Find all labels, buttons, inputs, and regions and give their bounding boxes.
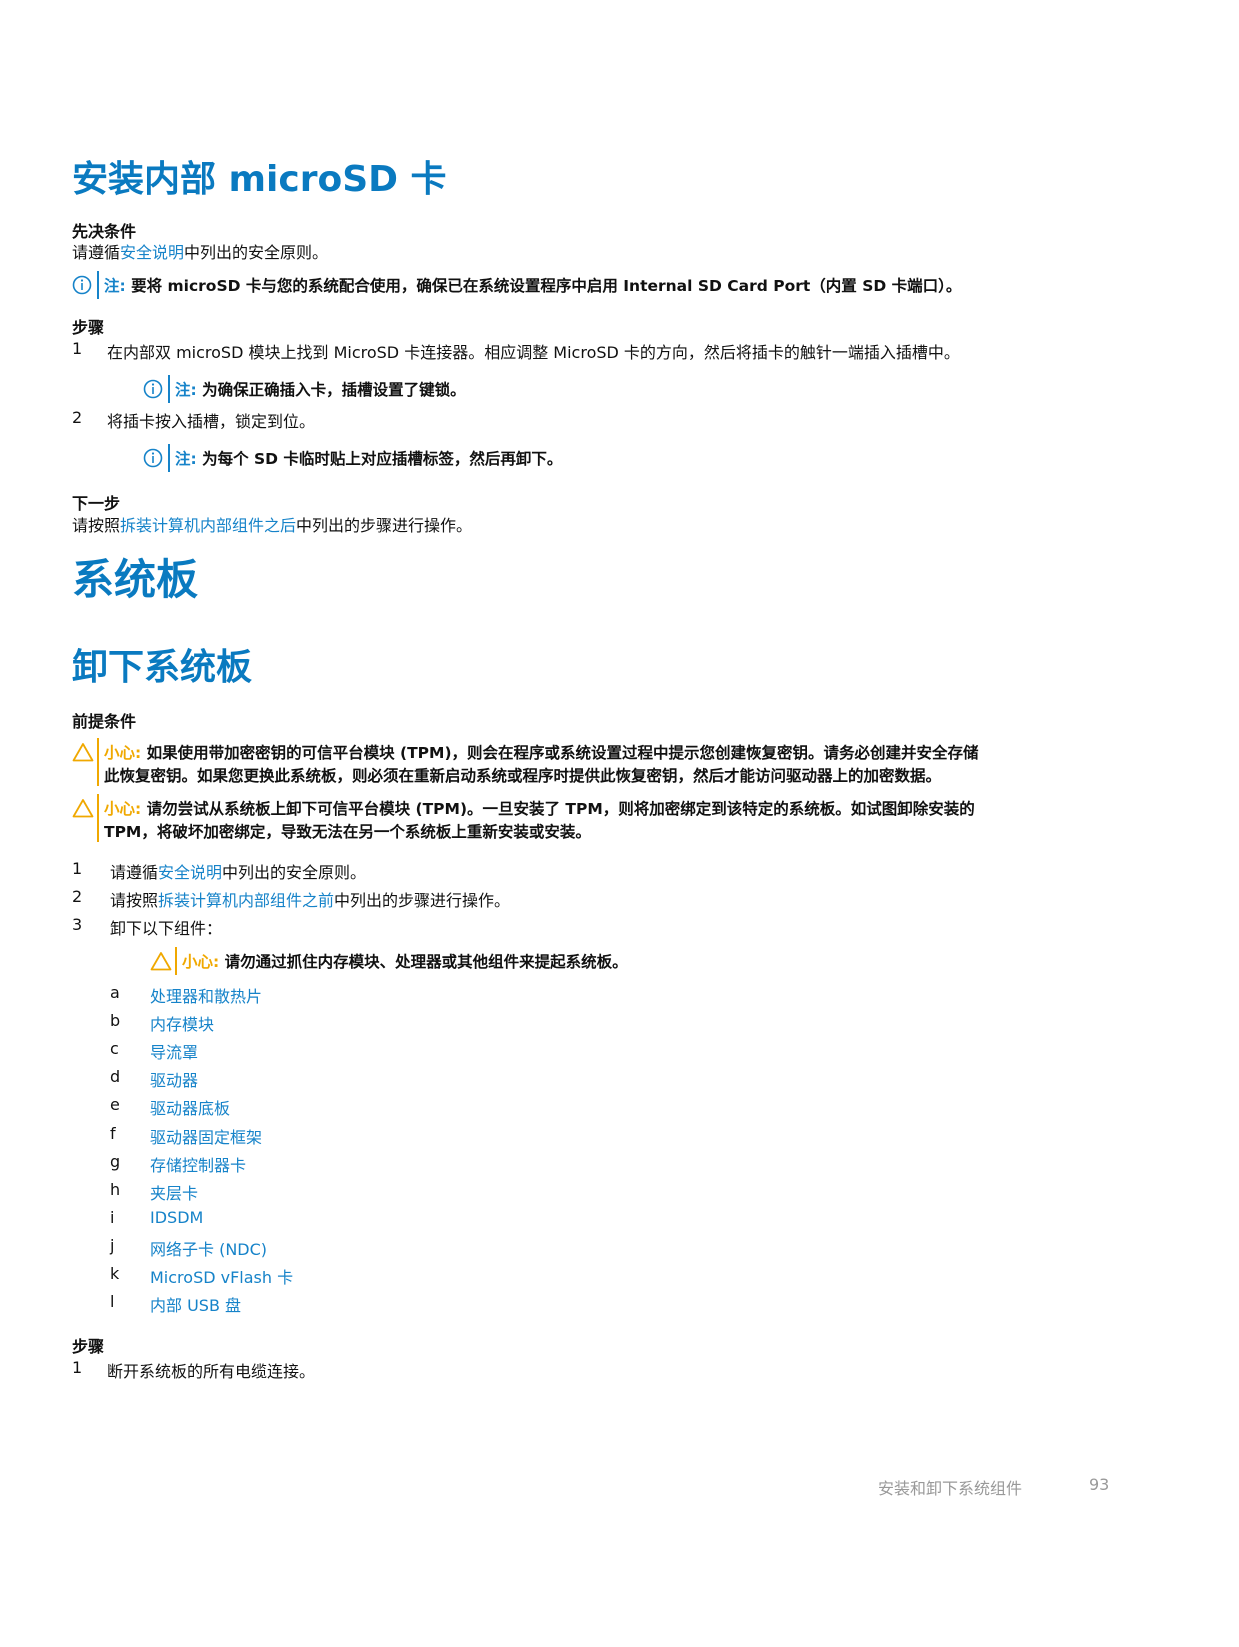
list-letter: j xyxy=(110,1235,115,1255)
caution: 小心: 请勿尝试从系统板上卸下可信平台模块 (TPM)。一旦安装了 TPM，则将… xyxy=(104,797,975,819)
component-link[interactable]: 处理器和散热片 xyxy=(150,987,263,1006)
list-letter: a xyxy=(110,983,120,1002)
caution-text-line2: 此恢复密钥。如果您更换此系统板，则必须在重新启动系统或程序时提供此恢复密钥，然后… xyxy=(104,767,942,785)
warning-icon xyxy=(72,742,94,766)
note-label: 注: xyxy=(175,450,197,468)
list-letter: f xyxy=(110,1123,116,1143)
prereq-text: 请遵循安全说明中列出的安全原则。 xyxy=(72,239,328,263)
text-post: 中列出的步骤进行操作。 xyxy=(296,516,473,535)
component-link[interactable]: MicroSD vFlash 卡 xyxy=(150,1268,294,1287)
caution-label: 小心: xyxy=(182,953,220,971)
caution-bar xyxy=(97,738,99,786)
step-number: 2 xyxy=(72,408,83,427)
step-note: 注: 为确保正确插入卡，插槽设置了键锁。 xyxy=(175,378,466,400)
caution-bar xyxy=(175,947,177,975)
component-link[interactable]: 驱动器底板 xyxy=(150,1099,231,1119)
step-text: 将插卡按入插槽，锁定到位。 xyxy=(107,412,316,431)
page-number: 93 xyxy=(1089,1475,1110,1494)
link[interactable]: 安全说明 xyxy=(120,243,185,262)
step-number: 3 xyxy=(72,915,83,934)
page-title: 安装内部 microSD 卡 xyxy=(72,159,447,200)
component-link[interactable]: 存储控制器卡 xyxy=(150,1155,247,1175)
step-text: 卸下以下组件： xyxy=(110,915,222,939)
note-text: 为确保正确插入卡，插槽设置了键锁。 xyxy=(196,381,466,399)
section-title: 系统板 xyxy=(72,555,199,604)
text-post: 中列出的安全原则。 xyxy=(222,863,367,882)
note-text: 为每个 SD 卡临时贴上对应插槽标签，然后再卸下。 xyxy=(196,450,563,468)
step-number: 2 xyxy=(72,887,83,906)
warning-icon xyxy=(150,951,172,975)
list-letter: h xyxy=(110,1179,121,1199)
prereq-heading: 前提条件 xyxy=(72,712,137,731)
list-letter: k xyxy=(110,1264,120,1283)
text-pre: 请遵循 xyxy=(110,863,159,882)
text-pre: 卸下以下组件： xyxy=(110,919,223,938)
caution-label: 小心: xyxy=(104,744,142,762)
warning-icon xyxy=(72,798,94,822)
link[interactable]: 安全说明 xyxy=(158,863,223,882)
caution-text-line2: TPM，将破坏加密绑定，导致无法在另一个系统板上重新安装或安装。 xyxy=(104,823,591,841)
next-text: 请按照拆装计算机内部组件之后中列出的步骤进行操作。 xyxy=(72,512,472,536)
note-text: 要将 microSD 卡与您的系统配合使用，确保已在系统设置程序中启用 Inte… xyxy=(125,277,962,295)
caution-text: 请勿通过抓住内存模块、处理器或其他组件来提起系统板。 xyxy=(219,953,628,971)
note-bar xyxy=(97,271,99,299)
component-link[interactable]: 内部 USB 盘 xyxy=(150,1296,242,1316)
component-link[interactable]: 驱动器 xyxy=(150,1071,199,1091)
text-pre: 请按照 xyxy=(72,516,121,535)
list-letter: g xyxy=(110,1151,121,1171)
note-bar xyxy=(168,375,170,403)
caution-label: 小心: xyxy=(104,800,142,818)
component-link[interactable]: 内存模块 xyxy=(150,1015,215,1035)
caution-text: 如果使用带加密密钥的可信平台模块 (TPM)，则会在程序或系统设置过程中提示您创… xyxy=(141,744,979,762)
link[interactable]: 拆装计算机内部组件之前 xyxy=(158,891,335,910)
component-link[interactable]: IDSDM xyxy=(150,1207,204,1227)
component-link[interactable]: 驱动器固定框架 xyxy=(150,1127,263,1147)
step-text: 在内部双 microSD 模块上找到 MicroSD 卡连接器。相应调整 Mic… xyxy=(107,343,960,362)
list-letter: l xyxy=(110,1292,115,1312)
note: 注: 要将 microSD 卡与您的系统配合使用，确保已在系统设置程序中启用 I… xyxy=(104,274,961,296)
list-letter: b xyxy=(110,1011,121,1031)
step-note: 注: 为每个 SD 卡临时贴上对应插槽标签，然后再卸下。 xyxy=(175,447,562,469)
list-letter: d xyxy=(110,1067,121,1087)
caution: 小心: 请勿通过抓住内存模块、处理器或其他组件来提起系统板。 xyxy=(182,950,628,972)
caution-text: 请勿尝试从系统板上卸下可信平台模块 (TPM)。一旦安装了 TPM，则将加密绑定… xyxy=(141,800,975,818)
step-text: 请遵循安全说明中列出的安全原则。 xyxy=(110,859,366,883)
text-post: 中列出的安全原则。 xyxy=(184,243,329,262)
footer-section: 安装和卸下系统组件 xyxy=(878,1479,1023,1498)
text-pre: 请遵循 xyxy=(72,243,121,262)
caution: 小心: 如果使用带加密密钥的可信平台模块 (TPM)，则会在程序或系统设置过程中… xyxy=(104,741,979,763)
steps-heading: 步骤 xyxy=(72,318,105,337)
note-label: 注: xyxy=(175,381,197,399)
list-letter: c xyxy=(110,1039,119,1059)
list-letter: i xyxy=(110,1207,115,1227)
prereq-heading: 先决条件 xyxy=(72,222,137,241)
section-title: 卸下系统板 xyxy=(72,647,253,688)
info-icon xyxy=(143,379,163,403)
text-post: 中列出的步骤进行操作。 xyxy=(334,891,511,910)
component-link[interactable]: 夹层卡 xyxy=(150,1183,199,1203)
note-label: 注: xyxy=(104,277,126,295)
step-number: 1 xyxy=(72,859,83,878)
text-pre: 请按照 xyxy=(110,891,159,910)
component-link[interactable]: 导流罩 xyxy=(150,1043,199,1063)
info-icon xyxy=(72,275,92,299)
step-text: 请按照拆装计算机内部组件之前中列出的步骤进行操作。 xyxy=(110,887,510,911)
step-number: 1 xyxy=(72,1358,83,1377)
note-bar xyxy=(168,444,170,472)
step-text: 断开系统板的所有电缆连接。 xyxy=(107,1362,316,1381)
info-icon xyxy=(143,448,163,472)
steps-heading: 步骤 xyxy=(72,1337,105,1356)
step-number: 1 xyxy=(72,339,83,358)
list-letter: e xyxy=(110,1095,120,1115)
next-heading: 下一步 xyxy=(72,494,121,513)
caution-bar xyxy=(97,794,99,842)
link[interactable]: 拆装计算机内部组件之后 xyxy=(120,516,297,535)
component-link[interactable]: 网络子卡 (NDC) xyxy=(150,1239,268,1259)
